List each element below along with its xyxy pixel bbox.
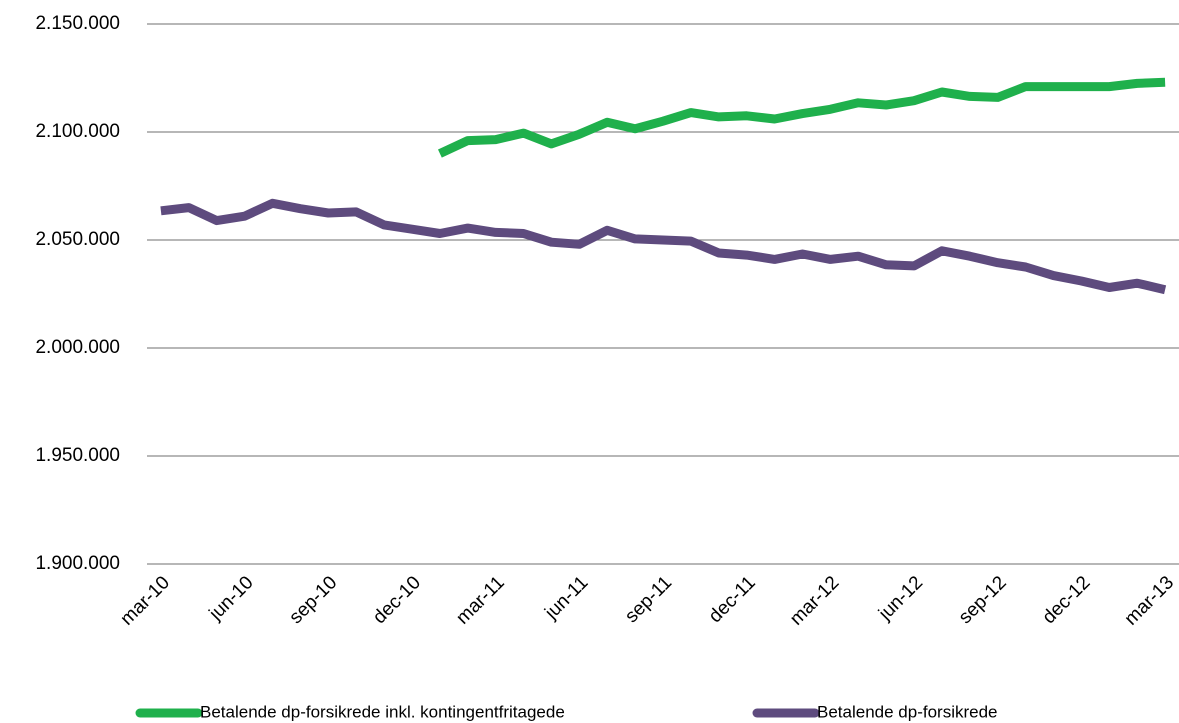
x-tick-label: sep-11 bbox=[621, 572, 676, 627]
y-tick-label: 2.000.000 bbox=[35, 337, 120, 358]
x-tick-label: mar-11 bbox=[452, 572, 508, 628]
x-tick-label: jun-12 bbox=[874, 572, 927, 625]
x-tick-label: jun-10 bbox=[205, 572, 258, 625]
x-tick-label: dec-11 bbox=[705, 572, 760, 627]
x-tick-label: sep-10 bbox=[285, 572, 341, 628]
x-tick-label: mar-10 bbox=[117, 572, 174, 629]
y-tick-label: 1.950.000 bbox=[35, 445, 120, 466]
y-tick-label: 2.050.000 bbox=[35, 229, 120, 250]
x-tick-label: sep-12 bbox=[955, 572, 1011, 628]
y-tick-label: 1.900.000 bbox=[35, 553, 120, 574]
x-tick-label: mar-13 bbox=[1121, 572, 1178, 629]
series-line bbox=[160, 198, 1167, 295]
x-tick-label: dec-10 bbox=[369, 572, 425, 628]
x-tick-label: jun-11 bbox=[541, 572, 593, 624]
y-tick-label: 2.150.000 bbox=[35, 13, 120, 34]
legend-label: Betalende dp-forsikrede inkl. kontingent… bbox=[200, 702, 565, 721]
x-tick-label: mar-12 bbox=[786, 572, 843, 629]
y-tick-label: 2.100.000 bbox=[35, 121, 120, 142]
series-line bbox=[437, 77, 1166, 158]
x-tick-label: dec-12 bbox=[1039, 572, 1095, 628]
legend-label: Betalende dp-forsikrede bbox=[817, 702, 998, 721]
